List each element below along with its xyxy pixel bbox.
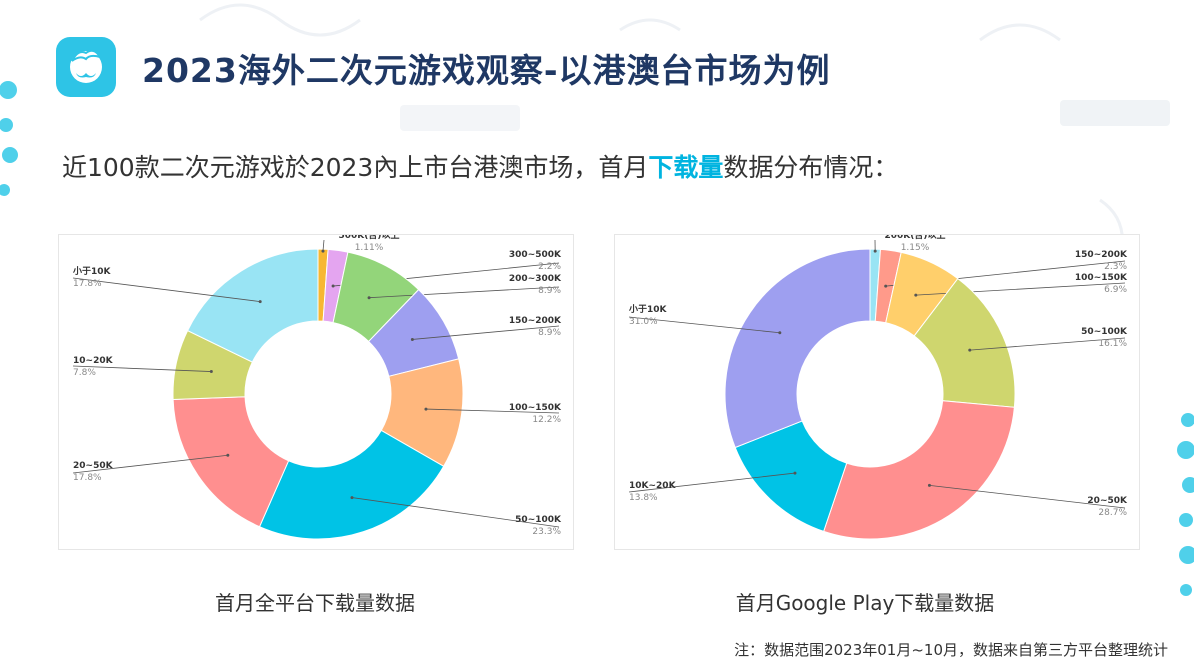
slice-10k	[186, 248, 319, 363]
slice-value-10k: 31.0%	[629, 317, 658, 327]
subtitle-highlight: 下载量	[648, 153, 724, 182]
leader-dot-10k	[258, 300, 262, 304]
leader-dot-20-50k	[226, 453, 230, 457]
slice-label-500k: 500K(含)以上	[339, 235, 400, 241]
slice-value-10-20k: 7.8%	[73, 368, 96, 378]
slice-value-50-100k: 16.1%	[1098, 339, 1127, 349]
leader-line-10k-20k	[628, 472, 796, 493]
leader-dot-500k	[321, 249, 325, 253]
leader-line-50-100k	[351, 497, 560, 528]
slice-label-10-20k: 10~20K	[73, 356, 114, 366]
leader-line-100-150k	[425, 408, 560, 414]
chart-panel-google-play: 200K(含)以上 1.15% 150~200K 2.3% 100~150K 6.9% 50…	[614, 234, 1140, 550]
donut-chart-google-play: 200K(含)以上 1.15% 150~200K 2.3%100~150K 6.9% 50…	[628, 235, 1128, 540]
brand-logo	[56, 37, 116, 97]
slice-value-100-150k: 12.2%	[532, 415, 561, 425]
leader-line-500k	[322, 239, 325, 252]
slice-label-200-300k: 200~300K	[509, 274, 562, 284]
slice-label-50-100k: 50~100K	[1081, 327, 1128, 337]
leader-dot-50-100k	[350, 496, 354, 500]
leader-dot-100-150k	[914, 293, 918, 297]
chart-panel-all-platforms: 500K(含)以上 1.11% 300~500K 2.2% 200~300K 8.9% 15…	[58, 234, 574, 550]
slice-value-100-150k: 6.9%	[1104, 285, 1127, 295]
slice-label-100-150k: 100~150K	[1075, 273, 1128, 283]
slice-value-150-200k: 2.3%	[1104, 262, 1127, 272]
leader-dot-10-20k	[209, 370, 213, 374]
slice-value-500k: 1.11%	[355, 243, 384, 253]
slice-value-10k-20k: 13.8%	[629, 493, 658, 503]
slice-value-200k: 1.15%	[901, 243, 930, 253]
slice-label-10k: 小于10K	[72, 265, 112, 277]
slice-50-100k	[258, 429, 445, 540]
leader-dot-150-200k	[410, 337, 414, 341]
slice-value-20-50k: 17.8%	[73, 473, 102, 483]
slice-label-20-50k: 20~50K	[73, 461, 114, 471]
leader-dot-10k-20k	[793, 471, 797, 475]
leader-line-10-20k	[72, 365, 212, 372]
leader-dot-10k	[778, 331, 782, 335]
slice-label-50-100k: 50~100K	[515, 515, 562, 525]
subtitle-text-before: 近100款二次元游戏於2023內上市台港澳市场，首月	[62, 153, 649, 182]
leader-line-150-200k	[412, 325, 560, 340]
slice-20-50k	[172, 396, 290, 528]
slice-label-100-150k: 100~150K	[509, 403, 562, 413]
subtitle-text-after: 数据分布情况：	[723, 153, 899, 182]
slice-label-150-200k: 150~200K	[509, 316, 562, 326]
leader-dot-150-200k	[884, 284, 888, 288]
subtitle: 近100款二次元游戏於2023內上市台港澳市场，首月下载量数据分布情况：	[62, 148, 898, 184]
chart-caption-google-play: 首月Google Play下载量数据	[735, 591, 995, 615]
leader-line-50-100k	[969, 337, 1126, 351]
leader-dot-20-50k	[927, 483, 931, 487]
slice-label-300-500k: 300~500K	[509, 250, 562, 260]
footnote: 注：数据范围2023年01月~10月，数据来自第三方平台整理统计	[734, 641, 1168, 659]
slice-value-10k: 17.8%	[73, 279, 102, 289]
mascot-face-icon	[70, 49, 103, 83]
slice-label-10k-20k: 10K~20K	[629, 481, 677, 491]
slice-value-150-200k: 8.9%	[538, 328, 561, 338]
leader-line-10k	[628, 316, 780, 334]
leader-dot-200-300k	[367, 296, 371, 300]
leader-dot-300-500k	[331, 284, 335, 288]
donut-chart-all-platforms: 500K(含)以上 1.11% 300~500K 2.2% 200~300K 8.9% 15…	[72, 235, 562, 540]
slice-label-150-200k: 150~200K	[1075, 250, 1128, 260]
page-title: 2023海外二次元游戏观察-以港澳台市场为例	[142, 51, 831, 90]
leader-line-10k	[72, 277, 261, 302]
leader-line-20-50k	[72, 454, 228, 474]
slice-label-200k: 200K(含)以上	[885, 235, 946, 241]
leader-dot-100-150k	[424, 407, 428, 411]
leader-line-20-50k	[929, 484, 1126, 509]
slice-10k	[724, 248, 871, 449]
slice-value-50-100k: 23.3%	[532, 527, 561, 537]
leader-dot-200k	[873, 249, 877, 253]
slice-value-200-300k: 8.9%	[538, 286, 561, 296]
leader-dot-50-100k	[968, 348, 972, 352]
chart-caption-all-platforms: 首月全平台下载量数据	[215, 591, 415, 615]
slice-value-20-50k: 28.7%	[1098, 508, 1127, 518]
leader-line-200-300k	[369, 286, 560, 299]
slice-label-20-50k: 20~50K	[1087, 496, 1128, 506]
slice-value-300-500k: 2.2%	[538, 262, 561, 272]
slice-label-10k: 小于10K	[628, 303, 668, 315]
slice-20-50k	[823, 400, 1015, 540]
